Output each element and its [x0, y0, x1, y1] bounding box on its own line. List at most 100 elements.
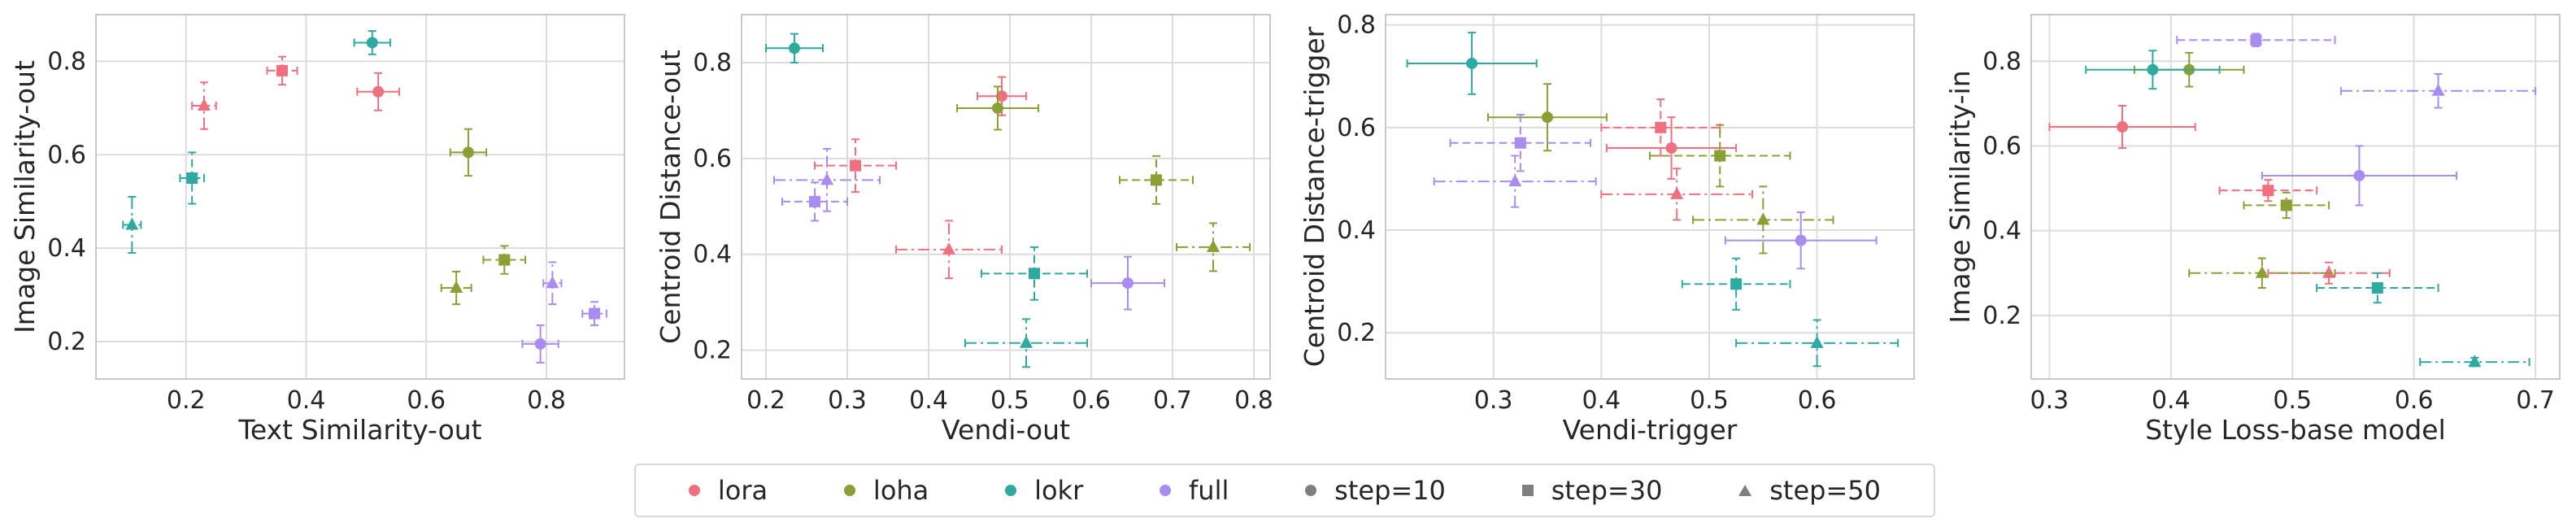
data-point-lora-step50	[895, 220, 1003, 280]
x-axis-label: Vendi-out	[942, 414, 1070, 446]
x-tick-label: 0.6	[1072, 386, 1111, 415]
x-tick-label: 0.5	[1690, 386, 1729, 415]
legend-marker-lokr	[1005, 485, 1017, 496]
data-point-lokr-step30	[1681, 257, 1791, 311]
marker-circle	[462, 146, 474, 159]
marker-circle	[1541, 111, 1553, 124]
marker-circle	[2117, 121, 2129, 133]
data-point-lora-step30	[2218, 179, 2318, 203]
marker-circle	[789, 42, 800, 54]
y-tick-label: 0.6	[47, 141, 86, 169]
legend-marker-step50	[1738, 485, 1752, 496]
legend-marker-full	[1160, 485, 1172, 496]
marker-triangle	[2322, 265, 2336, 278]
data-point-loha-step50	[1176, 222, 1251, 272]
x-tick-label: 0.5	[990, 386, 1029, 415]
plot-frame	[2030, 14, 2561, 380]
marker-circle	[1665, 142, 1677, 155]
data-point-lokr-step10	[765, 33, 824, 63]
data-point-lokr-step30	[179, 151, 205, 205]
chart-panel-2: 0.2 0.3 0.4 0.5 0.6 0.7 0.8 0.2 0.4 0.6 0.8 Vendi-o…	[655, 14, 1273, 446]
y-tick-label: 0.8	[47, 47, 86, 76]
marker-triangle	[1756, 212, 1770, 225]
plot-frame	[95, 14, 625, 380]
x-tick-label: 0.7	[1153, 386, 1192, 415]
y-tick-label: 0.6	[693, 145, 732, 173]
data-point-full-step10	[1090, 255, 1165, 311]
legend-label-lora: lora	[717, 475, 768, 506]
data-point-lora-step50	[1600, 168, 1754, 221]
legend-item-lokr: lokr	[1005, 475, 1083, 506]
data-point-loha-step10	[1487, 83, 1608, 152]
legend-item-full: full	[1160, 475, 1229, 506]
data-point-full-step50	[1433, 155, 1597, 208]
legend-label-full: full	[1189, 475, 1229, 506]
legend-label-lokr: lokr	[1034, 475, 1084, 506]
data-point-loha-step30	[1119, 155, 1194, 205]
legend-item-step10: step=10	[1305, 475, 1446, 506]
x-tick-label: 0.2	[167, 386, 206, 415]
data-point-lokr-step50	[1735, 319, 1899, 368]
marker-triangle	[2468, 355, 2482, 368]
legend: lora loha lokr full step=10 step=30 step…	[634, 464, 1935, 517]
y-tick-label: 0.4	[1982, 217, 2021, 246]
data-point-lokr-step10	[1406, 32, 1538, 95]
marker-square	[1514, 137, 1526, 149]
plot-frame	[1385, 14, 1915, 380]
x-tick-label: 0.6	[407, 386, 446, 415]
chart-panel-1: 0.2 0.4 0.6 0.8 0.2 0.4 0.6 0.8 Text Similarity-…	[9, 14, 625, 446]
data-point-lokr-step50	[2419, 355, 2530, 368]
marker-triangle	[942, 242, 955, 255]
legend-marker-step10	[1305, 485, 1317, 496]
y-axis-label: Image Similarity-out	[9, 60, 41, 333]
x-axis-label: Vendi-trigger	[1563, 414, 1738, 446]
marker-triangle	[2255, 265, 2269, 278]
x-tick-label: 0.8	[527, 386, 566, 415]
legend-label-step30: step=30	[1551, 475, 1663, 506]
x-tick-label: 0.3	[1474, 386, 1513, 415]
x-tick-label: 0.8	[1234, 386, 1273, 415]
data-point-loha-step50	[440, 270, 472, 306]
x-tick-label: 0.4	[909, 386, 948, 415]
marker-circle	[372, 85, 385, 98]
y-tick-label: 0.4	[47, 234, 86, 263]
y-tick-label: 0.8	[1982, 47, 2021, 76]
marker-triangle	[820, 172, 833, 185]
y-tick-label: 0.4	[693, 241, 732, 269]
y-axis-label: Centroid Distance-trigger	[1299, 26, 1330, 367]
data-point-lokr-step30	[2316, 272, 2439, 304]
marker-square	[276, 64, 288, 76]
x-tick-label: 0.6	[2395, 386, 2434, 415]
data-point-loha-step50	[1692, 185, 1834, 255]
data-point-lokr-step50	[964, 318, 1088, 368]
x-tick-label: 0.4	[2152, 386, 2191, 415]
x-tick-label: 0.3	[828, 386, 867, 415]
marker-square	[1029, 268, 1040, 280]
data-point-lokr-step50	[122, 196, 142, 254]
data-point-full-step30	[2176, 33, 2336, 48]
x-tick-label: 0.7	[2516, 386, 2555, 415]
marker-triangle	[450, 281, 463, 293]
x-tick-label: 0.4	[1582, 386, 1621, 415]
y-tick-label: 0.2	[1337, 319, 1376, 347]
data-point-loha-step50	[2188, 257, 2336, 289]
y-tick-label: 0.8	[693, 49, 732, 77]
data-point-loha-step30	[2243, 191, 2330, 220]
data-point-lora-step10	[2048, 105, 2196, 150]
data-point-full-step30	[581, 301, 607, 326]
marker-circle	[1466, 57, 1478, 69]
marker-square	[2280, 199, 2292, 211]
data-point-full-step10	[1724, 211, 1878, 270]
marker-square	[850, 159, 861, 172]
legend-label-step50: step=50	[1769, 475, 1881, 506]
marker-triangle	[197, 98, 211, 111]
marker-square	[589, 307, 601, 320]
marker-triangle	[1810, 335, 1824, 348]
y-axis-label: Image Similarity-in	[1944, 70, 1976, 323]
marker-triangle	[1508, 174, 1522, 187]
data-point-lora-step30	[266, 55, 298, 86]
legend-item-loha: loha	[843, 475, 929, 506]
y-tick-label: 0.8	[1337, 11, 1376, 40]
data-point-lora-step10	[356, 72, 401, 111]
